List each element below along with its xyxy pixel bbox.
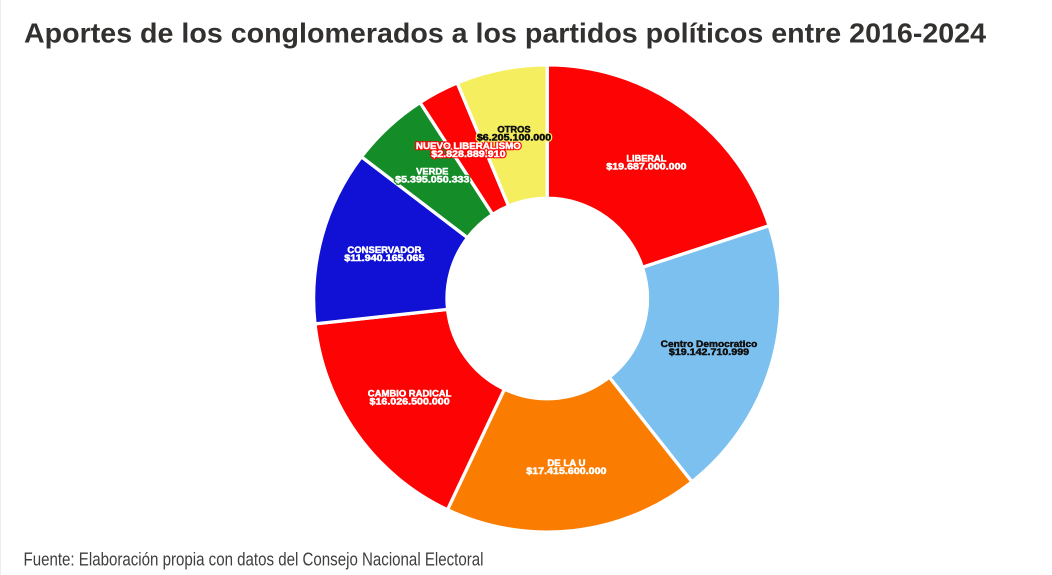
svg-text:LIBERAL: LIBERAL: [626, 153, 666, 163]
svg-text:Centro Democratico: Centro Democratico: [661, 339, 758, 349]
svg-text:$19.687.000.000: $19.687.000.000: [606, 161, 686, 171]
svg-text:Aportes de los conglomerados a: Aportes de los conglomerados a los parti…: [24, 17, 986, 48]
svg-text:$11.940.165.065: $11.940.165.065: [344, 253, 424, 263]
svg-text:$17.415.600.000: $17.415.600.000: [526, 466, 606, 476]
svg-text:VERDE: VERDE: [416, 166, 448, 176]
svg-text:$17.415.600.000: $17.415.600.000: [526, 466, 606, 476]
svg-text:CONSERVADOR: CONSERVADOR: [347, 245, 421, 255]
svg-text:DE LA U: DE LA U: [547, 458, 585, 468]
svg-text:Centro Democratico: Centro Democratico: [661, 339, 758, 349]
svg-text:Fuente: Elaboración propia con: Fuente: Elaboración propia con datos del…: [24, 550, 484, 570]
svg-text:$19.687.000.000: $19.687.000.000: [606, 161, 686, 171]
svg-text:$6.205.100.000: $6.205.100.000: [477, 133, 551, 143]
svg-text:$19.142.710.999: $19.142.710.999: [669, 347, 749, 357]
svg-text:$19.142.710.999: $19.142.710.999: [669, 347, 749, 357]
svg-text:$6.205.100.000: $6.205.100.000: [477, 133, 551, 143]
svg-text:$16.026.500.000: $16.026.500.000: [370, 396, 450, 406]
svg-text:LIBERAL: LIBERAL: [626, 153, 666, 163]
svg-text:CONSERVADOR: CONSERVADOR: [347, 245, 421, 255]
svg-text:DE LA U: DE LA U: [547, 458, 585, 468]
svg-text:VERDE: VERDE: [416, 166, 448, 176]
svg-text:$5.395.050.333: $5.395.050.333: [395, 174, 469, 184]
svg-text:NUEVO LIBERALISMO: NUEVO LIBERALISMO: [416, 141, 521, 151]
svg-text:CAMBIO RADICAL: CAMBIO RADICAL: [368, 388, 452, 398]
svg-text:$11.940.165.065: $11.940.165.065: [344, 253, 424, 263]
svg-text:NUEVO LIBERALISMO: NUEVO LIBERALISMO: [416, 141, 521, 151]
svg-text:OTROS: OTROS: [497, 125, 530, 135]
svg-text:$16.026.500.000: $16.026.500.000: [370, 396, 450, 406]
svg-text:OTROS: OTROS: [497, 125, 530, 135]
svg-text:$2.828.889.910: $2.828.889.910: [431, 149, 505, 159]
svg-text:$2.828.889.910: $2.828.889.910: [431, 149, 505, 159]
svg-text:$5.395.050.333: $5.395.050.333: [395, 174, 469, 184]
svg-text:CAMBIO RADICAL: CAMBIO RADICAL: [368, 388, 452, 398]
